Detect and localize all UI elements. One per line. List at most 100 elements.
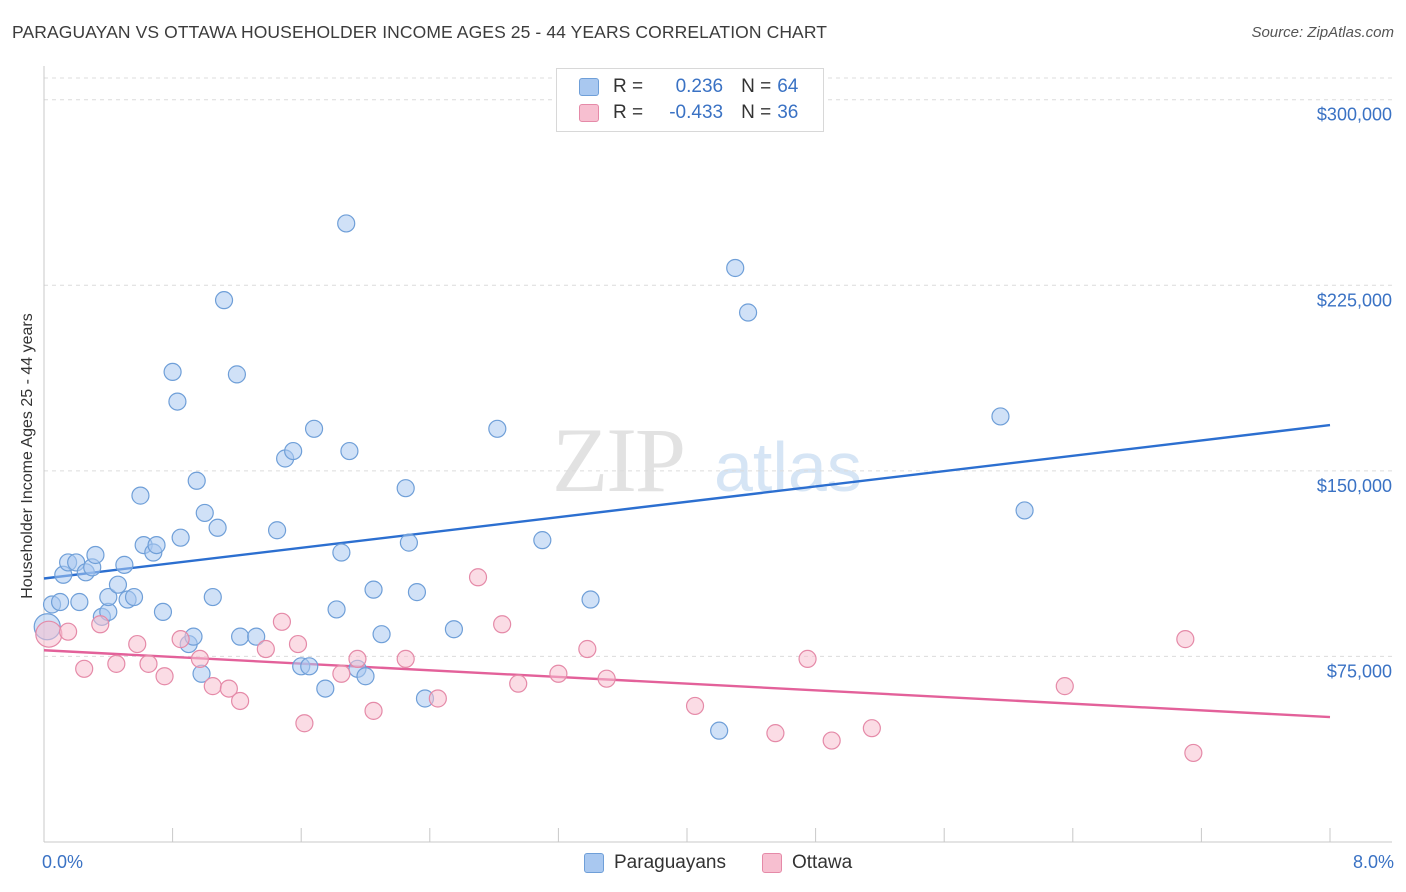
legend-n-value: 36: [777, 102, 799, 123]
ottawa-point: [364, 701, 383, 720]
ottawa-point: [231, 691, 250, 711]
paraguayans-point: [407, 583, 427, 602]
paraguayans-point: [99, 587, 118, 607]
paraguayans-point: [726, 258, 745, 278]
paraguayans-trend-line: [43, 423, 1331, 580]
legend-swatch-paraguayans: [579, 78, 599, 96]
ottawa-point: [256, 639, 275, 659]
paraguayans-point: [399, 533, 419, 552]
paraguayans-point: [108, 575, 128, 594]
ottawa-point: [509, 674, 528, 693]
paraguayans-point: [86, 545, 105, 565]
paraguayans-point: [581, 590, 600, 609]
data-points: [33, 214, 1203, 763]
bottom-legend-ottawa: Ottawa: [762, 852, 852, 874]
ottawa-point: [468, 568, 488, 587]
paraguayans-point: [710, 721, 729, 740]
paraguayans-point: [168, 392, 187, 411]
ottawa-point: [219, 679, 238, 698]
ottawa-point: [288, 634, 308, 654]
legend-n-value: 64: [777, 76, 799, 97]
paraguayans-point: [50, 592, 70, 612]
watermark-zip: ZIP: [552, 409, 684, 511]
ottawa-point: [203, 677, 222, 696]
ottawa-point: [332, 664, 351, 683]
ottawa-point: [171, 630, 190, 649]
bottom-legend-swatch-ottawa: [762, 853, 782, 873]
paraguayans-point: [208, 518, 227, 537]
ottawa-point: [766, 724, 785, 743]
paraguayans-point: [227, 365, 246, 384]
y-tick-labels: $75,000 $150,000 $225,000 $300,000: [1317, 105, 1392, 682]
paraguayans-point: [372, 625, 391, 644]
ottawa-point: [1184, 743, 1203, 763]
ottawa-point: [272, 612, 292, 631]
axes: [43, 66, 1392, 843]
paraguayans-point: [316, 679, 335, 698]
paraguayans-point: [187, 471, 206, 490]
paraguayans-point: [195, 503, 214, 523]
legend-r-value: -0.433: [669, 102, 724, 123]
paraguayans-point: [214, 291, 234, 310]
paraguayans-point: [203, 587, 222, 607]
paraguayans-point: [533, 531, 552, 550]
paraguayans-point: [327, 600, 346, 619]
paraguayans-point: [267, 521, 287, 540]
ottawa-point: [1176, 630, 1195, 649]
ottawa-point: [1055, 677, 1074, 696]
ottawa-point: [155, 667, 174, 686]
chart-title: PARAGUAYAN VS OTTAWA HOUSEHOLDER INCOME …: [12, 22, 828, 42]
ottawa-point: [597, 669, 616, 688]
paraguayans-point: [300, 657, 319, 676]
watermark: ZIP atlas: [552, 409, 862, 511]
paraguayans-point: [124, 587, 144, 607]
paraguayans-point: [332, 543, 351, 562]
ottawa-point: [549, 664, 568, 683]
legend-row-paraguayans: R = 0.236 N = 64: [579, 74, 798, 100]
ottawa-point: [822, 731, 841, 750]
ottawa-point: [91, 615, 110, 634]
paraguayans-point: [337, 214, 356, 233]
ottawa-point: [493, 615, 512, 634]
legend-r-label: R =: [613, 102, 644, 123]
bottom-legend-label: Paraguayans: [614, 852, 726, 873]
paraguayans-point: [340, 441, 359, 461]
watermark-atlas: atlas: [714, 428, 862, 506]
legend-swatch-ottawa: [579, 104, 599, 122]
paraguayans-point: [231, 627, 250, 646]
ottawa-point: [685, 696, 705, 716]
correlation-legend: R = 0.236 N = 64 R = -0.433 N = 36: [556, 68, 824, 132]
y-tick-label: $225,000: [1317, 290, 1392, 310]
y-tick-label: $75,000: [1327, 661, 1392, 681]
paraguayans-point: [153, 602, 173, 622]
paraguayans-point: [488, 419, 507, 438]
paraguayans-point: [396, 479, 415, 498]
ottawa-point: [428, 689, 447, 708]
legend-r-label: R =: [613, 76, 644, 97]
ottawa-point: [139, 654, 158, 673]
ottawa-point: [862, 719, 881, 738]
bottom-legend-paraguayans: Paraguayans: [584, 852, 726, 874]
paraguayans-point: [247, 627, 266, 646]
ottawa-point: [396, 649, 415, 669]
paraguayans-point: [131, 486, 150, 505]
paraguayans-point: [115, 555, 134, 574]
y-tick-label: $150,000: [1317, 476, 1392, 496]
gridlines: [44, 77, 1392, 657]
ottawa-point: [190, 649, 210, 669]
ottawa-point: [128, 634, 147, 654]
ottawa-point: [35, 620, 63, 648]
x-tick-label-max: 8.0%: [1352, 852, 1394, 872]
paraguayans-point: [304, 419, 324, 438]
x-tick-label-min: 0.0%: [42, 852, 84, 872]
paraguayans-point: [356, 667, 375, 686]
paraguayans-point: [444, 620, 464, 639]
source-note: Source: ZipAtlas.com: [1251, 24, 1394, 41]
ottawa-point: [578, 639, 597, 659]
paraguayans-point: [163, 362, 182, 382]
ottawa-trend-line: [43, 649, 1331, 719]
paraguayans-point: [284, 441, 303, 461]
paraguayans-point: [70, 592, 89, 612]
ottawa-point: [107, 654, 126, 673]
bottom-legend-label: Ottawa: [792, 852, 853, 873]
